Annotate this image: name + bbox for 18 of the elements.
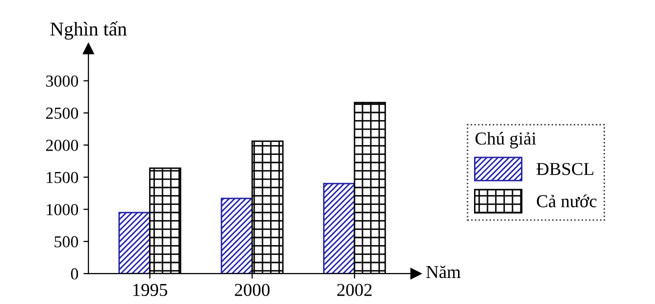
y-axis-title: Nghìn tấn — [50, 21, 127, 40]
legend-label: ĐBSCL — [536, 162, 594, 176]
legend-label: Cả nước — [536, 194, 597, 208]
y-tick-label: 2000 — [46, 140, 78, 151]
bar — [220, 198, 253, 274]
legend-title: Chú giải — [475, 132, 536, 148]
y-tick-label: 500 — [54, 236, 78, 248]
x-tick-label: 1995 — [133, 284, 168, 296]
x-axis-title: Năm — [426, 266, 461, 278]
y-tick-label: 3000 — [46, 75, 78, 87]
y-tick-label: 2500 — [46, 108, 78, 119]
y-tick-label: 1000 — [46, 204, 78, 216]
y-tick-label: 0 — [71, 268, 78, 280]
bar — [118, 212, 151, 274]
x-tick-label: 2002 — [337, 284, 372, 296]
bar — [323, 182, 356, 274]
x-tick-label: 2000 — [234, 284, 270, 296]
y-tick-label: 1500 — [46, 172, 78, 184]
